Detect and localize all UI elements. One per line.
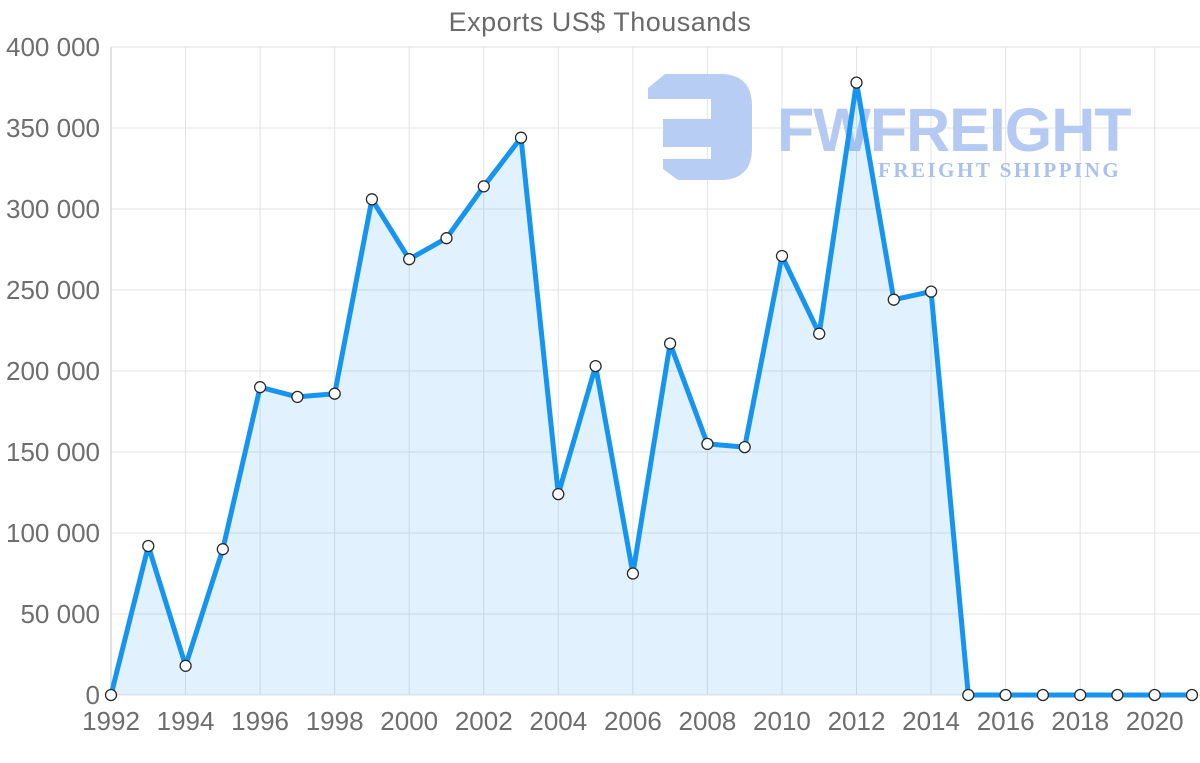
- fwfreight-logo-icon: [648, 74, 752, 180]
- data-point-marker[interactable]: [365, 193, 379, 206]
- data-point-marker[interactable]: [1074, 688, 1087, 702]
- axis-labels-layer: 0 50 000 100 000 150 000 200 000 250 000 300 0…: [6, 32, 1184, 736]
- x-tick-label: 2016: [977, 706, 1035, 736]
- x-tick-label: 2010: [753, 706, 811, 736]
- brand-tagline: FREIGHT SHIPPING: [878, 158, 1121, 182]
- data-point-marker[interactable]: [1111, 688, 1124, 702]
- x-tick-label: 1994: [157, 706, 215, 736]
- data-point-marker[interactable]: [440, 232, 453, 245]
- data-point-marker[interactable]: [775, 249, 789, 263]
- data-point-marker[interactable]: [887, 293, 900, 306]
- x-tick-label: 2008: [678, 706, 736, 736]
- data-point-marker[interactable]: [328, 387, 341, 400]
- data-point-marker[interactable]: [999, 688, 1012, 702]
- data-point-marker[interactable]: [626, 567, 640, 580]
- area-fill: [111, 82, 1192, 696]
- chart-title: Exports US$ Thousands: [448, 7, 752, 37]
- data-point-marker[interactable]: [850, 76, 863, 89]
- x-tick-label: 2020: [1126, 706, 1184, 736]
- grid-layer: [110, 46, 1200, 696]
- x-tick-label: 2004: [529, 706, 587, 736]
- x-tick-label: 2006: [604, 706, 662, 736]
- data-point-marker[interactable]: [403, 253, 416, 266]
- data-point-marker[interactable]: [514, 131, 528, 144]
- x-tick-label: 1992: [82, 706, 140, 736]
- y-tick-label: 0: [86, 680, 100, 710]
- data-point-marker[interactable]: [477, 180, 490, 193]
- data-point-marker[interactable]: [552, 487, 565, 501]
- y-tick-label: 150 000: [6, 437, 100, 467]
- x-tick-label: 2002: [455, 706, 513, 736]
- y-tick-label: 50 000: [20, 599, 100, 629]
- x-tick-label: 2018: [1051, 706, 1109, 736]
- data-point-marker[interactable]: [663, 337, 677, 350]
- data-point-marker[interactable]: [1148, 688, 1161, 702]
- series-line: [108, 80, 1195, 698]
- y-tick-label: 250 000: [6, 275, 100, 305]
- data-point-marker[interactable]: [1185, 688, 1199, 702]
- x-tick-label: 2012: [828, 706, 886, 736]
- data-point-marker[interactable]: [813, 327, 826, 340]
- x-tick-label: 2014: [902, 706, 960, 736]
- x-tick-label: 1996: [231, 706, 289, 736]
- data-point-marker[interactable]: [1036, 688, 1050, 702]
- x-tick-label: 1998: [306, 706, 364, 736]
- data-point-marker[interactable]: [179, 659, 192, 672]
- data-point-marker[interactable]: [701, 437, 714, 451]
- series-layer: [104, 76, 1199, 702]
- data-point-marker[interactable]: [924, 285, 938, 298]
- data-point-marker[interactable]: [962, 688, 975, 702]
- data-point-marker[interactable]: [216, 543, 229, 556]
- data-point-marker[interactable]: [142, 539, 155, 553]
- y-tick-label: 200 000: [6, 356, 100, 386]
- y-tick-label: 300 000: [6, 194, 100, 224]
- y-tick-label: 400 000: [6, 32, 100, 62]
- x-tick-label: 2000: [380, 706, 438, 736]
- data-point-marker[interactable]: [738, 440, 751, 454]
- data-point-marker[interactable]: [104, 688, 118, 702]
- data-point-marker[interactable]: [291, 390, 304, 404]
- brand-watermark: FWFREIGHT FREIGHT SHIPPING: [648, 74, 1132, 182]
- y-tick-label: 100 000: [6, 518, 100, 548]
- data-point-marker[interactable]: [589, 359, 602, 373]
- brand-name: FWFREIGHT: [777, 96, 1131, 164]
- y-tick-label: 350 000: [6, 113, 100, 143]
- data-point-marker[interactable]: [253, 381, 267, 394]
